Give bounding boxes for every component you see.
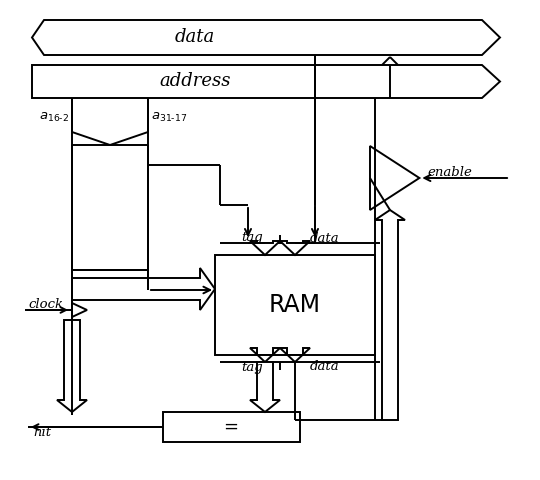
Polygon shape [280, 348, 310, 362]
Polygon shape [32, 20, 500, 55]
Text: data: data [310, 360, 340, 373]
Text: data: data [310, 231, 340, 244]
Polygon shape [72, 268, 215, 310]
Bar [163, 412, 300, 442]
Polygon shape [375, 210, 405, 420]
Polygon shape [370, 146, 420, 210]
Text: data: data [175, 28, 215, 46]
Text: $a_{16\text{-}2}$: $a_{16\text{-}2}$ [39, 110, 69, 123]
Text: clock: clock [28, 299, 63, 312]
Polygon shape [72, 303, 87, 317]
Text: hit: hit [33, 425, 51, 439]
Polygon shape [250, 348, 280, 362]
Polygon shape [57, 320, 87, 412]
Text: tag: tag [241, 360, 263, 373]
Text: address: address [159, 72, 231, 90]
Polygon shape [250, 362, 280, 412]
Text: =: = [224, 418, 239, 436]
Polygon shape [280, 241, 310, 255]
Text: $a_{31\text{-}17}$: $a_{31\text{-}17}$ [151, 110, 187, 123]
Bar [215, 255, 375, 355]
Text: RAM: RAM [269, 293, 321, 317]
Polygon shape [32, 65, 500, 98]
Text: enable: enable [427, 167, 472, 180]
Polygon shape [250, 241, 280, 255]
Text: tag: tag [241, 231, 263, 244]
